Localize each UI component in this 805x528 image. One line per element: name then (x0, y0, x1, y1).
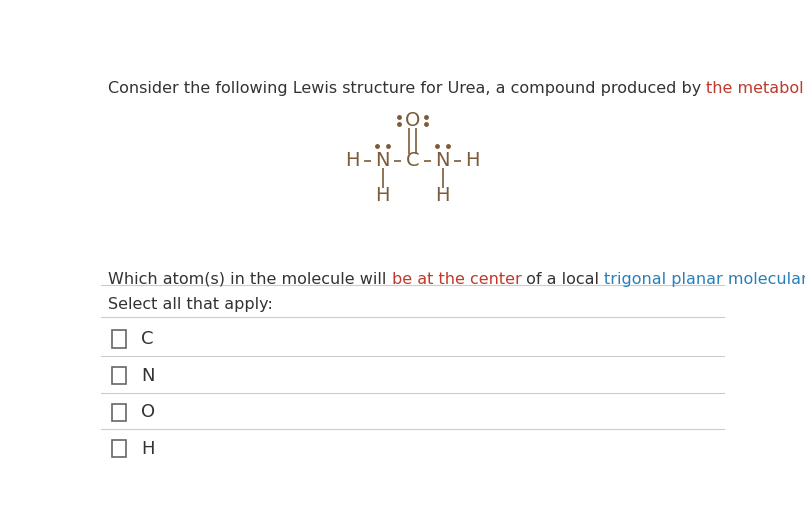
Text: Which atom(s) in the molecule will: Which atom(s) in the molecule will (108, 271, 391, 287)
Text: N: N (375, 152, 390, 171)
Text: H: H (436, 186, 450, 205)
FancyBboxPatch shape (112, 331, 126, 347)
Text: N: N (436, 152, 450, 171)
Text: H: H (465, 152, 480, 171)
Text: Select all that apply:: Select all that apply: (108, 297, 273, 312)
Text: N: N (141, 366, 155, 384)
Text: the metabolism of amino acids.: the metabolism of amino acids. (707, 81, 805, 96)
Text: be at the center: be at the center (391, 271, 522, 287)
Text: of a local: of a local (522, 271, 605, 287)
Text: O: O (141, 403, 155, 421)
Text: Consider the following Lewis structure for Urea, a compound produced by: Consider the following Lewis structure f… (108, 81, 707, 96)
Text: H: H (375, 186, 390, 205)
Text: O: O (405, 111, 420, 130)
FancyBboxPatch shape (112, 440, 126, 457)
FancyBboxPatch shape (112, 367, 126, 384)
Text: C: C (406, 152, 419, 171)
Text: C: C (141, 330, 154, 348)
Text: H: H (141, 440, 155, 458)
FancyBboxPatch shape (112, 403, 126, 421)
Text: H: H (345, 152, 360, 171)
Text: trigonal planar molecular structure: trigonal planar molecular structure (605, 271, 805, 287)
